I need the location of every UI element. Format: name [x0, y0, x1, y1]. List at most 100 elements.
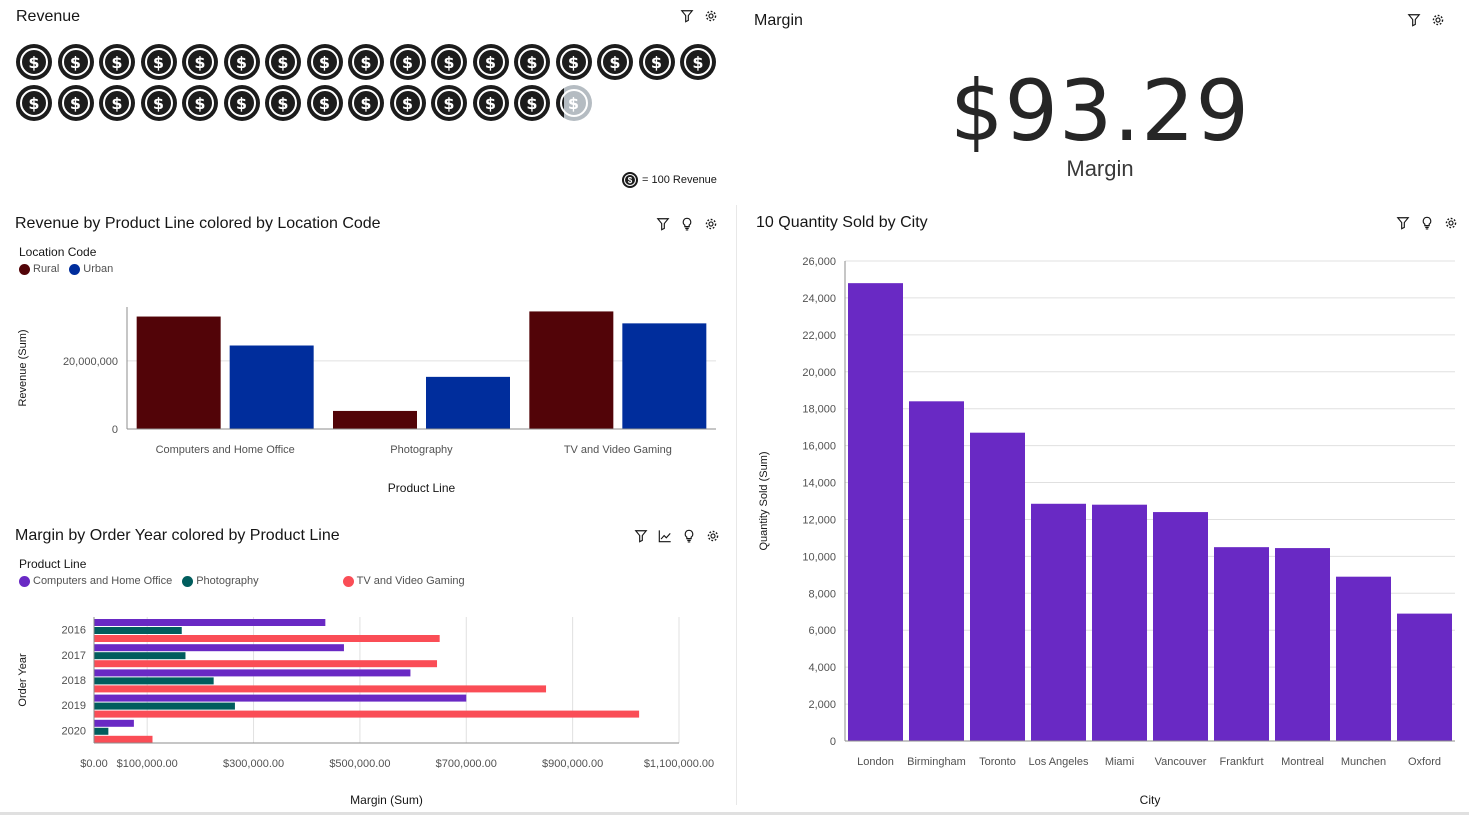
- dollar-coin-icon: $: [431, 85, 467, 121]
- dollar-coin-icon: $: [306, 85, 343, 121]
- y-tick-label: 2,000: [808, 699, 836, 711]
- trend-icon[interactable]: [656, 527, 674, 545]
- margin-tile-toolbar: [1405, 11, 1447, 29]
- y-tick-label: 10,000: [802, 551, 836, 563]
- pictograph-unit-legend: $ = 100 Revenue: [622, 172, 717, 188]
- dollar-coin-icon: $: [99, 85, 135, 121]
- legend-item-computers[interactable]: Computers and Home Office: [19, 575, 172, 587]
- bar-photography: [94, 627, 182, 634]
- x-tick-label: Munchen: [1341, 756, 1386, 768]
- x-tick-label: $500,000.00: [329, 758, 390, 770]
- filter-icon[interactable]: [1405, 11, 1423, 29]
- bar-oxford: [1397, 613, 1452, 741]
- x-axis-label: City: [1140, 793, 1161, 807]
- dollar-coin-icon: $: [622, 172, 638, 188]
- legend-item-photography[interactable]: Photography: [182, 575, 259, 587]
- dollar-coin-icon: $: [140, 85, 177, 121]
- y-tick-label: 14,000: [802, 478, 836, 490]
- legend-label: Computers and Home Office: [33, 575, 173, 587]
- y-tick-label: 2019: [62, 700, 86, 712]
- coin-glyph: $: [624, 174, 636, 186]
- coin-glyph: $: [269, 89, 297, 117]
- x-tick-label: Miami: [1105, 756, 1134, 768]
- coin-glyph: $: [435, 48, 463, 76]
- margin-legend: Computers and Home Office Photography TV…: [19, 575, 475, 587]
- bar-computers: [94, 644, 344, 652]
- legend-item-urban[interactable]: Urban: [69, 263, 113, 275]
- coin-glyph: $: [20, 89, 48, 117]
- bar-computers: [94, 719, 134, 727]
- dollar-coin-icon: $: [16, 85, 52, 121]
- revenue-chart-toolbar: [654, 215, 720, 233]
- bar-photography: [94, 652, 186, 660]
- margin-chart-toolbar: [632, 527, 722, 545]
- legend-label: TV and Video Gaming: [356, 575, 465, 587]
- bar-munchen: [1336, 576, 1391, 741]
- y-tick-label: 26,000: [802, 256, 836, 268]
- bar-birmingham: [909, 401, 964, 741]
- margin-kpi-value: $93.29: [950, 62, 1250, 160]
- x-tick-label: Los Angeles: [1029, 756, 1089, 768]
- x-tick-label: Vancouver: [1155, 756, 1207, 768]
- revenue-tile-toolbar: [678, 7, 720, 25]
- settings-icon[interactable]: [702, 215, 720, 233]
- settings-icon[interactable]: [702, 7, 720, 25]
- revenue-chart-title: Revenue by Product Line colored by Locat…: [15, 215, 381, 232]
- dollar-coin-icon: $: [57, 44, 94, 80]
- settings-icon[interactable]: [704, 527, 722, 545]
- bar-tv: [94, 635, 440, 642]
- x-tick-label: Frankfurt: [1219, 756, 1263, 768]
- coin-glyph: $: [559, 48, 588, 76]
- filter-icon[interactable]: [1394, 214, 1412, 232]
- coin-glyph: $: [227, 48, 256, 76]
- legend-item-rural[interactable]: Rural: [19, 263, 59, 275]
- y-tick-label: 2020: [62, 725, 86, 737]
- filter-icon[interactable]: [654, 215, 672, 233]
- x-tick-label: $900,000.00: [542, 758, 603, 770]
- revenue-tile-title: Revenue: [16, 8, 81, 25]
- bar-los-angeles: [1031, 503, 1086, 741]
- y-tick-label: 22,000: [802, 330, 836, 342]
- bar-vancouver: [1153, 512, 1208, 741]
- y-tick-label: 24,000: [802, 293, 836, 305]
- settings-icon[interactable]: [1429, 11, 1447, 29]
- bar-frankfurt: [1214, 547, 1269, 741]
- dollar-coin-icon: $: [182, 85, 218, 121]
- x-tick-label: London: [857, 756, 894, 768]
- dollar-coin-icon: $: [265, 85, 301, 121]
- lightbulb-icon[interactable]: [680, 527, 698, 545]
- bar-computers: [94, 694, 467, 702]
- filter-icon[interactable]: [678, 7, 696, 25]
- legend-swatch-photography: [182, 575, 194, 587]
- x-tick-label: Montreal: [1281, 756, 1324, 768]
- bar-photography: [94, 677, 214, 685]
- dollar-coin-icon: $: [555, 85, 592, 121]
- filter-icon[interactable]: [632, 527, 650, 545]
- unit-legend-text: = 100 Revenue: [642, 174, 717, 186]
- lightbulb-icon[interactable]: [678, 215, 696, 233]
- dollar-coin-icon: $: [306, 44, 343, 80]
- dollar-coin-icon: $: [348, 85, 384, 121]
- settings-icon[interactable]: [1442, 214, 1460, 232]
- x-tick-label: Computers and Home Office: [156, 444, 295, 456]
- y-tick-label: 20,000: [802, 367, 836, 379]
- y-tick-label: 8,000: [808, 588, 836, 600]
- coin-glyph: $: [103, 89, 131, 117]
- dollar-coin-icon: $: [16, 44, 52, 80]
- coin-glyph: $: [310, 89, 339, 117]
- legend-swatch-computers: [19, 575, 30, 587]
- bottom-scroll-edge: [0, 812, 1469, 815]
- legend-item-tv[interactable]: TV and Video Gaming: [342, 575, 465, 587]
- y-tick-label: 18,000: [802, 404, 836, 416]
- margin-legend-title: Product Line: [19, 557, 87, 571]
- coin-glyph: $: [435, 89, 463, 117]
- coin-glyph: $: [352, 89, 380, 117]
- bar-urban: [229, 345, 314, 429]
- lightbulb-icon[interactable]: [1418, 214, 1436, 232]
- dollar-coin-icon: $: [348, 44, 384, 80]
- legend-swatch-rural: [19, 263, 30, 275]
- coin-glyph: $: [476, 48, 505, 76]
- coin-glyph: $: [103, 48, 131, 76]
- bar-tv: [94, 660, 438, 668]
- y-tick-label: 4,000: [808, 662, 836, 674]
